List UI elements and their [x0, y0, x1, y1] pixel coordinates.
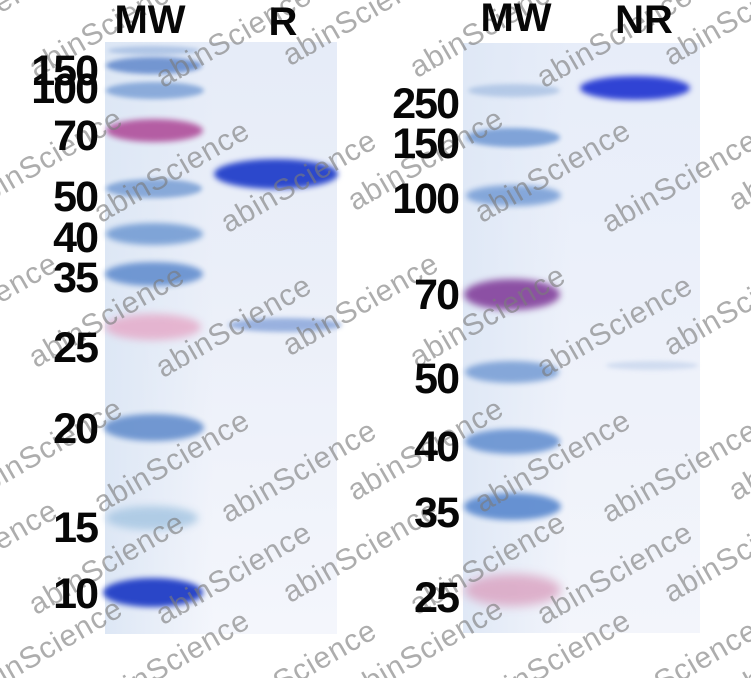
marker-band-0-1	[106, 57, 202, 74]
mw-label-35-0: 35	[53, 254, 99, 302]
marker-band-0-8	[104, 414, 204, 441]
marker-band-1-0	[468, 84, 560, 97]
sample-band-nr-0	[580, 76, 690, 100]
mw-label-70-0: 70	[53, 112, 99, 160]
marker-band-1-1	[466, 128, 560, 147]
marker-band-0-2	[106, 82, 204, 99]
mw-label-25-1: 25	[414, 574, 460, 622]
mw-label-15-0: 15	[53, 504, 99, 552]
mw-label-70-1: 70	[414, 271, 460, 319]
marker-band-1-3	[464, 279, 560, 310]
lane-header-mw-1: MW	[480, 0, 552, 40]
mw-label-25-0: 25	[53, 324, 99, 372]
marker-band-0-0	[108, 46, 200, 55]
mw-label-150-0: 150	[31, 47, 99, 95]
sample-band-r-0	[214, 159, 338, 189]
mw-label-150-1: 150	[392, 120, 460, 168]
sample-band-r-1	[228, 318, 342, 332]
lane-header-nr-1: NR	[615, 0, 673, 42]
mw-label-50-1: 50	[414, 355, 460, 403]
lane-header-r-0: R	[268, 0, 298, 44]
mw-label-35-1: 35	[414, 489, 460, 537]
marker-band-0-9	[106, 506, 198, 530]
marker-band-0-4	[106, 179, 202, 198]
marker-band-0-3	[106, 119, 203, 142]
lane-header-mw-0: MW	[114, 0, 186, 42]
mw-label-40-0: 40	[53, 214, 99, 262]
marker-band-1-7	[464, 574, 561, 606]
marker-band-1-4	[465, 361, 559, 383]
marker-band-1-2	[466, 185, 561, 206]
marker-band-1-5	[465, 429, 560, 454]
mw-label-10-0: 10	[53, 570, 99, 618]
mw-label-100-1: 100	[392, 175, 460, 223]
mw-label-250-1: 250	[392, 80, 460, 128]
marker-band-0-5	[106, 223, 203, 245]
mw-label-20-0: 20	[53, 405, 99, 453]
marker-band-0-6	[105, 262, 203, 286]
marker-band-0-7	[105, 314, 201, 340]
sample-band-nr-1	[606, 361, 698, 370]
mw-label-100-0: 100	[31, 65, 99, 113]
mw-label-40-1: 40	[414, 423, 460, 471]
marker-band-1-6	[464, 493, 561, 520]
mw-label-50-0: 50	[53, 173, 99, 221]
marker-band-0-10	[103, 578, 203, 607]
